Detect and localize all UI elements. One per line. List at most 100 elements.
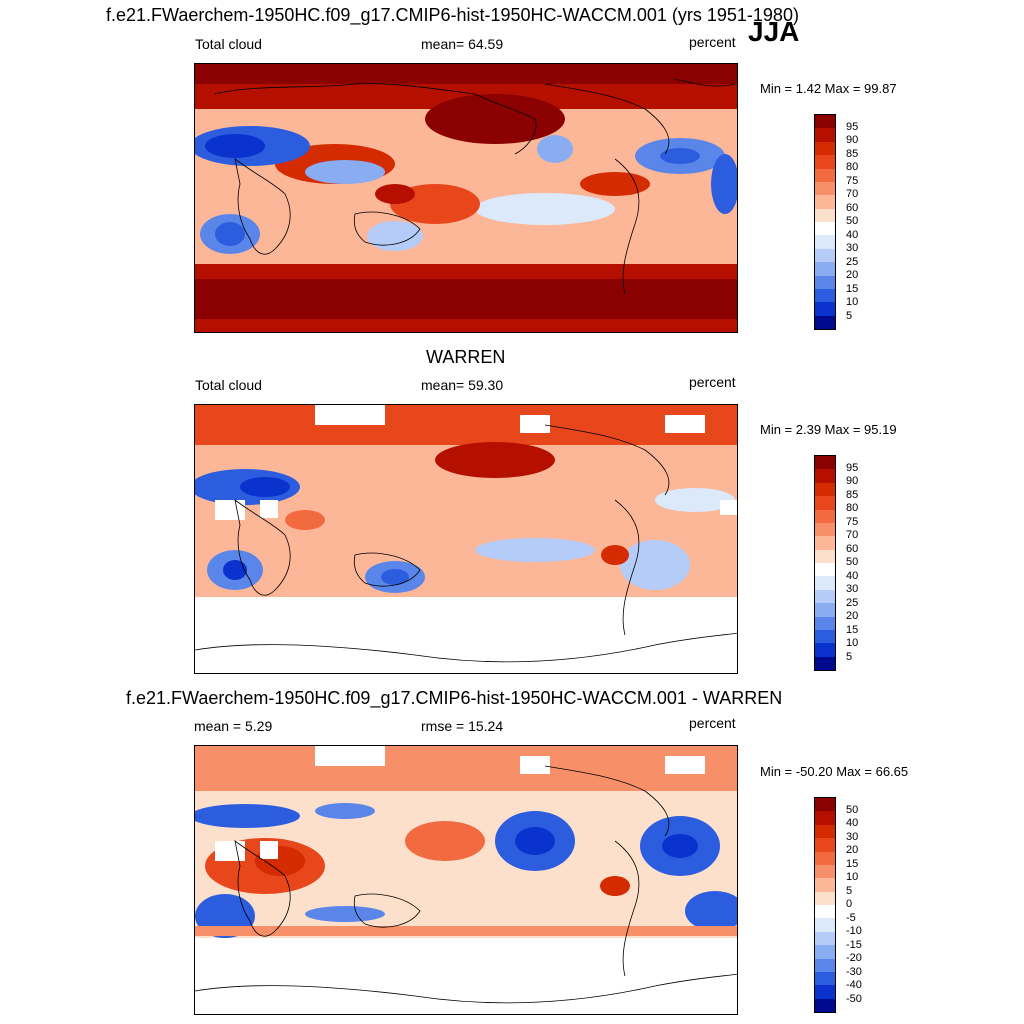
panel1-minmax-label: Min = 1.42 Max = 99.87: [760, 81, 897, 96]
colorbar-swatch: [815, 918, 835, 932]
panel3-map-canvas: [195, 746, 737, 1014]
colorbar-tick-label: 75: [846, 515, 859, 528]
panel2-variable-label: Total cloud: [195, 377, 262, 393]
colorbar-swatch: [815, 235, 835, 249]
colorbar-swatch: [815, 824, 835, 839]
colorbar-tick-label: 50: [846, 215, 859, 227]
panel3-rmse-label: rmse = 15.24: [421, 718, 504, 734]
colorbar-swatch: [815, 141, 835, 156]
colorbar-tick-label: 90: [846, 475, 859, 487]
colorbar-tick-label: 5: [846, 309, 853, 322]
panel1-variable-label: Total cloud: [195, 36, 262, 52]
colorbar-swatch: [815, 469, 835, 483]
panel2-mean-label: mean= 59.30: [421, 377, 504, 393]
colorbar-swatch: [815, 576, 835, 590]
colorbar-swatch: [815, 656, 835, 670]
colorbar-tick-label: 90: [846, 134, 859, 146]
colorbar-swatch: [815, 603, 835, 617]
colorbar-tick-label: 5: [846, 884, 853, 897]
colorbar-swatch: [815, 208, 835, 222]
colorbar-swatch: [815, 496, 835, 510]
colorbar-tick-label: -50: [846, 992, 862, 1005]
colorbar-tick-label: 70: [846, 529, 859, 541]
colorbar-swatch: [815, 971, 835, 986]
colorbar-tick-label: 0: [846, 898, 853, 910]
colorbar-tick-label: 95: [846, 461, 859, 474]
colorbar-swatch: [815, 195, 835, 209]
colorbar-swatch: [815, 905, 835, 919]
colorbar-tick-label: 20: [846, 610, 859, 622]
panel2-units-label: percent: [689, 374, 736, 390]
colorbar-swatch: [815, 643, 835, 657]
panel1-map-canvas: [195, 64, 737, 332]
colorbar-tick-label: 60: [846, 201, 859, 214]
colorbar-swatch: [815, 931, 835, 946]
colorbar-tick-label: -15: [846, 938, 862, 951]
panel1-mean-label: mean= 64.59: [421, 36, 504, 52]
colorbar-swatch: [815, 522, 835, 537]
colorbar-swatch: [815, 509, 835, 523]
colorbar-tick-label: 80: [846, 161, 859, 173]
colorbar-swatch: [815, 629, 835, 644]
colorbar-tick-label: -40: [846, 979, 862, 991]
colorbar-swatch: [815, 589, 835, 604]
colorbar-tick-label: 20: [846, 269, 859, 281]
colorbar-swatch: [815, 998, 835, 1012]
panel1-units-label: percent: [689, 34, 736, 50]
colorbar-tick-label: 5: [846, 650, 853, 663]
colorbar-swatch: [815, 315, 835, 329]
colorbar-tick-label: 10: [846, 871, 859, 883]
colorbar-swatch: [815, 262, 835, 276]
colorbar-tick-label: 30: [846, 830, 859, 843]
colorbar-swatch: [815, 616, 835, 630]
colorbar-swatch: [815, 549, 835, 563]
colorbar-swatch: [815, 864, 835, 879]
panel3-colorbar: [814, 797, 836, 1013]
colorbar-tick-label: 95: [846, 120, 859, 133]
colorbar-tick-label: -20: [846, 952, 862, 964]
colorbar-swatch: [815, 128, 835, 142]
colorbar-swatch: [815, 563, 835, 577]
panel2-minmax-label: Min = 2.39 Max = 95.19: [760, 422, 897, 437]
panel2-map-canvas: [195, 405, 737, 673]
panel3-map: [194, 745, 738, 1015]
panel2-heading: WARREN: [426, 347, 506, 367]
colorbar-tick-label: 15: [846, 282, 859, 295]
colorbar-swatch: [815, 115, 835, 129]
colorbar-swatch: [815, 275, 835, 289]
colorbar-tick-label: 40: [846, 569, 859, 582]
panel3-heading: f.e21.FWaerchem-1950HC.f09_g17.CMIP6-his…: [126, 688, 783, 708]
colorbar-swatch: [815, 838, 835, 852]
colorbar-swatch: [815, 302, 835, 316]
colorbar-tick-label: 75: [846, 174, 859, 187]
panel1-colorbar: [814, 114, 836, 330]
colorbar-tick-label: -30: [846, 965, 862, 978]
colorbar-tick-label: 50: [846, 803, 859, 816]
colorbar-swatch: [815, 248, 835, 263]
colorbar-tick-label: 20: [846, 844, 859, 856]
colorbar-tick-label: 80: [846, 502, 859, 514]
colorbar-tick-label: 10: [846, 296, 859, 308]
colorbar-tick-label: 85: [846, 488, 859, 501]
panel3-minmax-label: Min = -50.20 Max = 66.65: [760, 764, 909, 779]
colorbar-swatch: [815, 288, 835, 303]
colorbar-tick-label: 15: [846, 623, 859, 636]
colorbar-tick-label: -10: [846, 925, 862, 937]
colorbar-tick-label: 85: [846, 147, 859, 160]
colorbar-swatch: [815, 798, 835, 812]
colorbar-swatch: [815, 891, 835, 905]
panel3-mean-label: mean = 5.29: [194, 718, 273, 734]
colorbar-tick-label: 10: [846, 637, 859, 649]
colorbar-swatch: [815, 945, 835, 959]
colorbar-swatch: [815, 985, 835, 999]
colorbar-swatch: [815, 222, 835, 236]
panel3-units-label: percent: [689, 715, 736, 731]
panel2-colorbar: [814, 455, 836, 671]
colorbar-swatch: [815, 811, 835, 825]
colorbar-tick-label: 60: [846, 542, 859, 555]
colorbar-swatch: [815, 536, 835, 550]
colorbar-tick-label: 25: [846, 596, 859, 609]
colorbar-swatch: [815, 482, 835, 497]
colorbar-swatch: [815, 168, 835, 182]
colorbar-swatch: [815, 851, 835, 865]
